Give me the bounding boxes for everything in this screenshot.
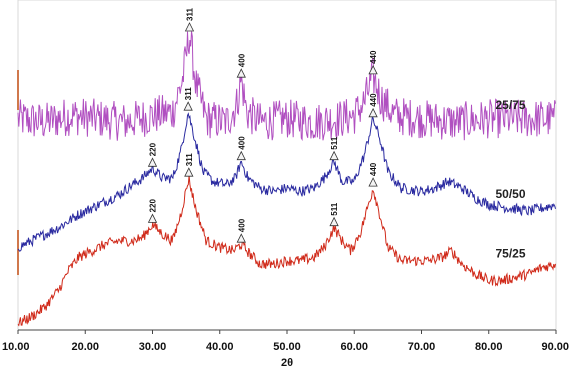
peak-label: 400: [237, 218, 246, 232]
x-tick-labels: 10.00 20.00 30.00 40.00 50.00 60.00 70.00 80.00…: [2, 330, 569, 353]
peak-marker: [147, 213, 158, 223]
x-tick-label: 90.00: [541, 341, 569, 353]
x-tick-label: 80.00: [475, 341, 503, 353]
peak-label: 400: [237, 136, 246, 150]
peak-label: 511: [330, 202, 339, 215]
peak-marker: [184, 22, 195, 32]
series-line-25-75: [17, 31, 556, 142]
peak-marker: [368, 177, 378, 187]
x-tick-label: 10.00: [2, 341, 30, 353]
peak-layer: 311 400 440 220 311 400 511 440 220 311 400 511 440: [147, 8, 378, 243]
x-tick-label: 30.00: [139, 341, 167, 353]
series-label-25-75: 25/75: [495, 98, 525, 112]
peak-marker: [236, 150, 246, 161]
x-tick-label: 40.00: [206, 341, 234, 353]
peak-marker: [236, 233, 246, 243]
peak-marker: [236, 68, 246, 78]
peak-label: 220: [149, 199, 158, 213]
peak-label: 400: [237, 53, 246, 67]
series-layer: 25/75 50/50 75/25: [17, 31, 556, 327]
x-tick-label: 50.00: [273, 341, 301, 353]
peak-label: 440: [369, 162, 378, 176]
peak-label: 440: [369, 50, 378, 64]
peak-marker: [368, 65, 378, 75]
series-label-50-50: 50/50: [495, 187, 525, 201]
peak-marker: [329, 216, 339, 227]
peak-marker: [184, 167, 194, 177]
peak-label: 511: [330, 136, 339, 149]
peak-marker: [147, 157, 158, 167]
plot-frame: [17, 0, 557, 331]
peak-label: 311: [185, 8, 194, 21]
peak-label: 440: [369, 93, 378, 107]
x-axis-label: 2θ: [281, 357, 293, 368]
peak-label: 220: [149, 142, 158, 156]
series-label-75-25: 75/25: [495, 246, 525, 260]
peak-marker: [368, 107, 378, 118]
peak-marker: [329, 150, 339, 161]
x-tick-label: 20.00: [71, 341, 99, 353]
peak-marker: [183, 101, 193, 111]
x-tick-label: 60.00: [340, 341, 368, 353]
peak-label: 311: [184, 87, 193, 100]
series-line-50-50: [17, 112, 556, 252]
series-line-75-25: [17, 175, 556, 327]
x-tick-label: 70.00: [408, 341, 436, 353]
peak-label: 311: [185, 153, 194, 166]
